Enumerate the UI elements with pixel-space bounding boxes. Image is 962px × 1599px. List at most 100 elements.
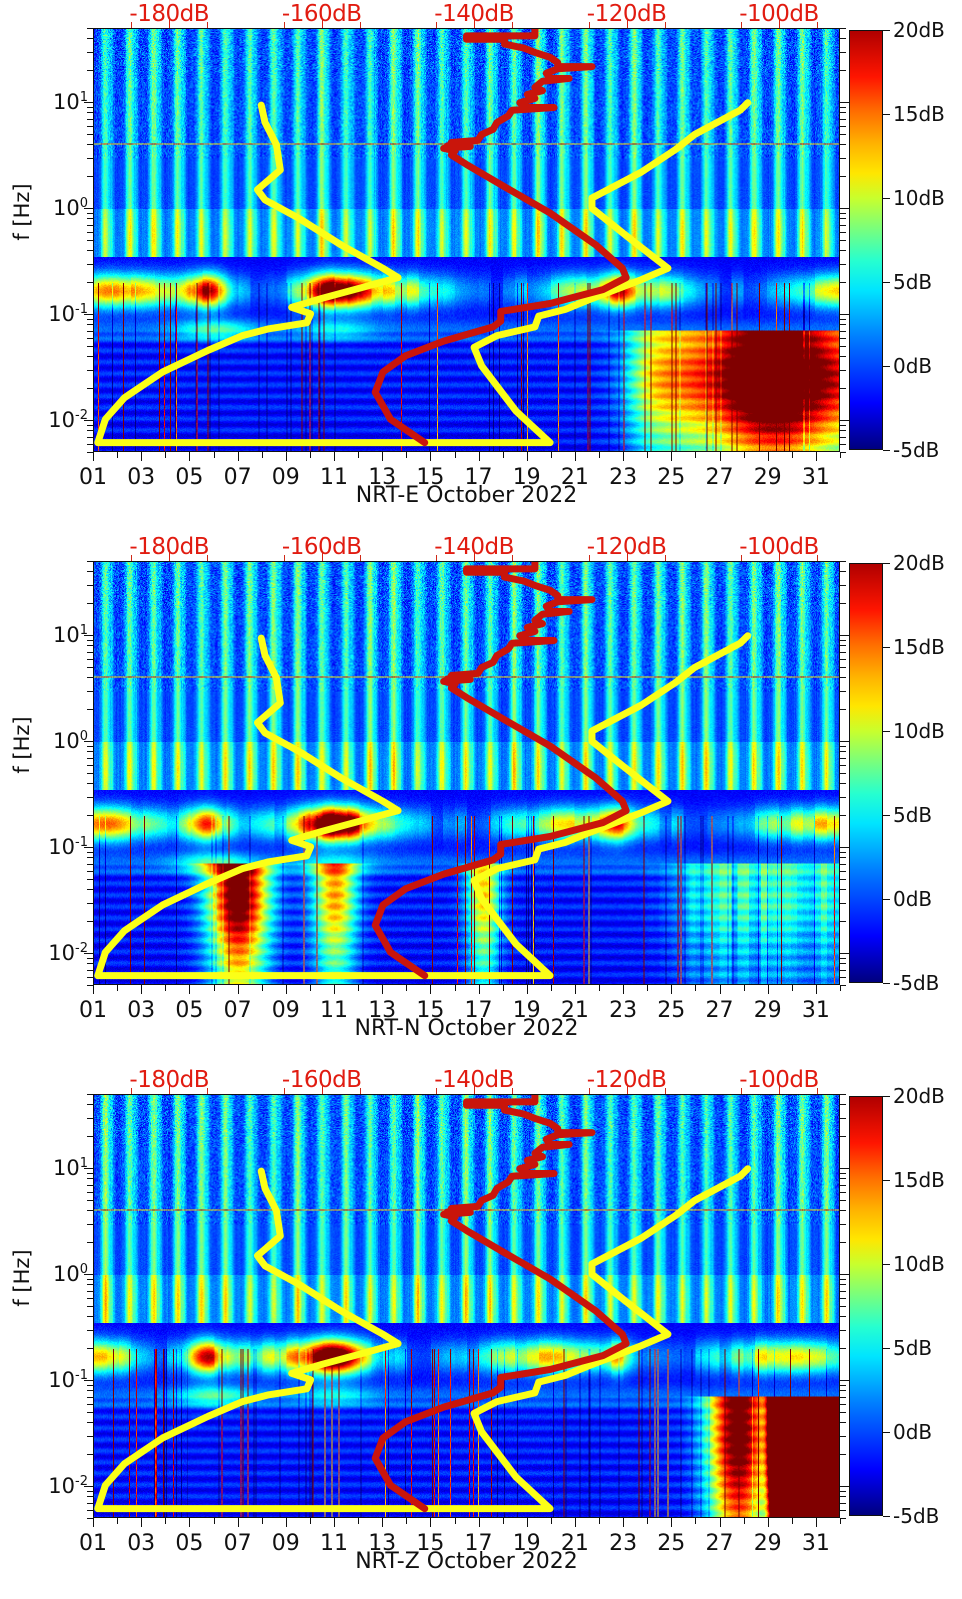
- x-tick-minor: [550, 1518, 552, 1524]
- nhnm-curve-red: [371, 29, 630, 447]
- x-tick-major: [334, 985, 335, 994]
- top-db-tick: [779, 1085, 780, 1094]
- top-db-tick-minor: [664, 22, 666, 28]
- x-tick-minor: [743, 985, 745, 991]
- x-tick-label: 13: [368, 1531, 397, 1556]
- y-tick-minor-right: [840, 1184, 846, 1186]
- y-tick-major: [84, 953, 93, 955]
- y-tick-minor: [87, 337, 93, 339]
- y-tick-major-right: [840, 1274, 849, 1276]
- y-tick-major: [84, 847, 93, 849]
- x-tick-major: [141, 985, 143, 994]
- x-tick-minor: [117, 985, 119, 991]
- y-tick-minor-right: [840, 1502, 846, 1504]
- y-tick-minor: [87, 356, 93, 358]
- y-tick-major: [84, 102, 93, 104]
- x-tick-major: [719, 1518, 721, 1527]
- y-tick-minor: [87, 773, 93, 774]
- y-tick-minor-right: [840, 603, 846, 605]
- y-tick-minor-right: [840, 369, 846, 371]
- colorbar-tick: [883, 30, 890, 31]
- y-tick-minor: [87, 240, 93, 241]
- x-tick-minor: [309, 452, 311, 458]
- y-tick-minor-right: [840, 134, 846, 135]
- x-tick-minor: [309, 985, 311, 991]
- y-tick-minor-right: [840, 1172, 846, 1174]
- x-tick-label: 23: [609, 1531, 638, 1556]
- y-tick-minor-right: [840, 1329, 846, 1331]
- y-tick-minor-right: [840, 985, 846, 986]
- x-tick-major: [767, 1518, 769, 1527]
- x-tick-minor: [791, 985, 793, 991]
- y-tick-minor-right: [840, 224, 846, 226]
- top-db-tick-minor: [588, 22, 590, 28]
- x-tick-major: [623, 1518, 625, 1527]
- y-tick-minor: [87, 857, 93, 859]
- x-tick-minor: [213, 1518, 215, 1524]
- top-db-tick-minor: [436, 22, 437, 28]
- y-tick-major-right: [840, 1380, 849, 1382]
- y-tick-minor-right: [840, 796, 846, 798]
- x-tick-minor: [213, 985, 215, 991]
- top-db-tick-minor: [740, 22, 742, 28]
- y-tick-minor-right: [840, 751, 846, 753]
- y-tick-minor: [87, 690, 93, 692]
- x-tick-major: [189, 452, 191, 461]
- x-tick-label: 13: [368, 465, 397, 490]
- x-tick-label: 25: [657, 1531, 686, 1556]
- x-tick-label: 03: [127, 465, 156, 490]
- top-db-tick-minor: [512, 1088, 514, 1094]
- x-tick-major: [141, 452, 143, 461]
- x-tick-major: [285, 1518, 287, 1527]
- x-tick-minor: [695, 985, 697, 991]
- y-tick-minor: [87, 369, 93, 371]
- y-tick-major-right: [840, 953, 849, 955]
- top-db-tick-minor: [817, 555, 819, 561]
- noise-model-overlay: [94, 29, 752, 447]
- y-tick-minor-right: [840, 1242, 846, 1244]
- y-tick-minor-right: [840, 690, 846, 692]
- x-tick-major: [526, 985, 528, 994]
- x-tick-minor: [791, 452, 793, 458]
- nhnm-curve-red: [371, 1095, 630, 1513]
- colorbar-tick-label: 20dB: [893, 1084, 945, 1108]
- y-tick-minor-right: [840, 764, 846, 766]
- colorbar-tick-label: 10dB: [893, 186, 945, 210]
- y-tick-minor: [87, 231, 93, 233]
- y-tick-minor-right: [840, 561, 846, 562]
- y-tick-minor-right: [840, 1509, 846, 1511]
- y-tick-minor-right: [840, 757, 846, 759]
- y-tick-minor-right: [840, 1200, 846, 1201]
- y-tick-major: [84, 635, 93, 637]
- x-tick-major: [574, 452, 576, 461]
- y-tick-major-right: [840, 420, 849, 422]
- y-tick-minor-right: [840, 118, 846, 120]
- x-tick-label: 23: [609, 998, 638, 1023]
- top-db-tick-minor: [588, 1088, 590, 1094]
- x-tick-major: [93, 452, 94, 461]
- y-tick-minor: [87, 1422, 93, 1424]
- y-tick-minor-right: [840, 879, 846, 880]
- y-tick-minor-right: [840, 231, 846, 233]
- x-tick-minor: [406, 452, 408, 458]
- x-tick-label: 11: [320, 1531, 348, 1556]
- x-tick-major: [93, 985, 94, 994]
- x-tick-minor: [502, 452, 504, 458]
- y-tick-major-right: [840, 1168, 849, 1170]
- y-tick-minor: [87, 783, 93, 785]
- y-tick-minor-right: [840, 667, 846, 668]
- x-tick-label: 05: [175, 998, 204, 1023]
- x-tick-label: 09: [271, 465, 300, 490]
- y-tick-major: [84, 420, 93, 422]
- y-tick-minor-right: [840, 1518, 846, 1519]
- x-tick-major: [189, 985, 191, 994]
- y-tick-minor-right: [840, 1284, 846, 1286]
- top-db-tick: [321, 1085, 323, 1094]
- y-tick-label: 10-2: [48, 1474, 88, 1499]
- x-tick-label: 31: [801, 1531, 830, 1556]
- y-tick-minor: [87, 452, 93, 453]
- y-tick-minor: [87, 561, 93, 562]
- x-tick-minor: [791, 1518, 793, 1524]
- y-tick-major: [84, 208, 93, 210]
